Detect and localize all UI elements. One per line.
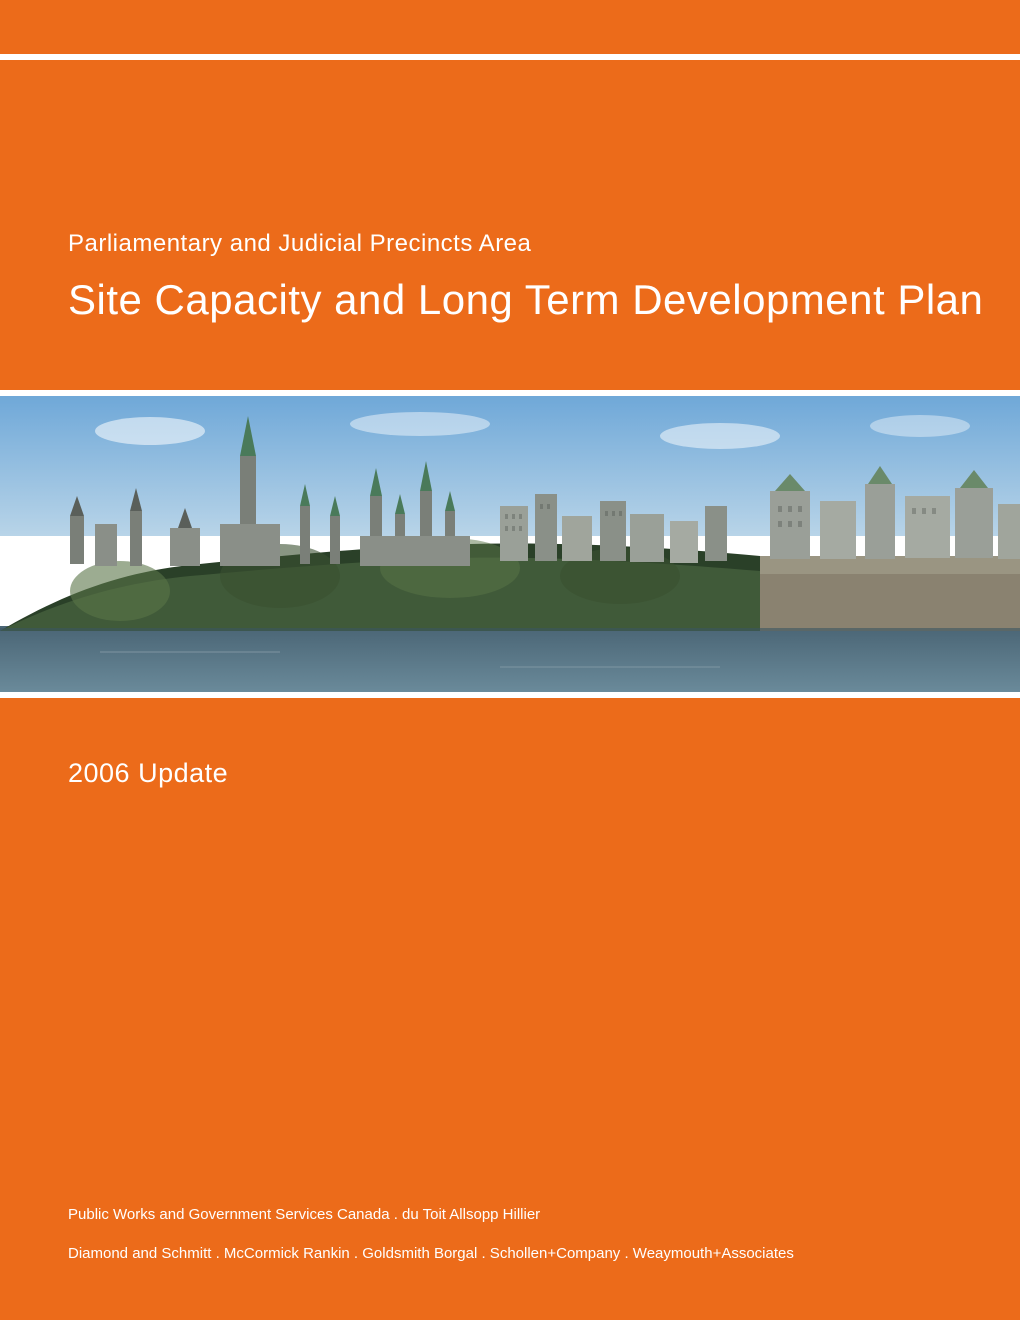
- document-subtitle: Parliamentary and Judicial Precincts Are…: [68, 230, 1020, 258]
- cover-photo: [0, 396, 1020, 692]
- lower-band: 2006 Update Public Works and Government …: [0, 698, 1020, 1320]
- credits-block: Public Works and Government Services Can…: [68, 1206, 980, 1262]
- credit-line-primary: Public Works and Government Services Can…: [68, 1206, 980, 1223]
- credit-line-secondary: Diamond and Schmitt . McCormick Rankin .…: [68, 1245, 980, 1262]
- skyline-illustration: [0, 396, 1020, 692]
- title-band: Parliamentary and Judicial Precincts Are…: [0, 60, 1020, 390]
- document-title: Site Capacity and Long Term Development …: [68, 276, 1020, 324]
- top-accent-band: [0, 0, 1020, 54]
- update-year: 2006 Update: [68, 758, 1020, 789]
- document-cover: Parliamentary and Judicial Precincts Are…: [0, 0, 1020, 1320]
